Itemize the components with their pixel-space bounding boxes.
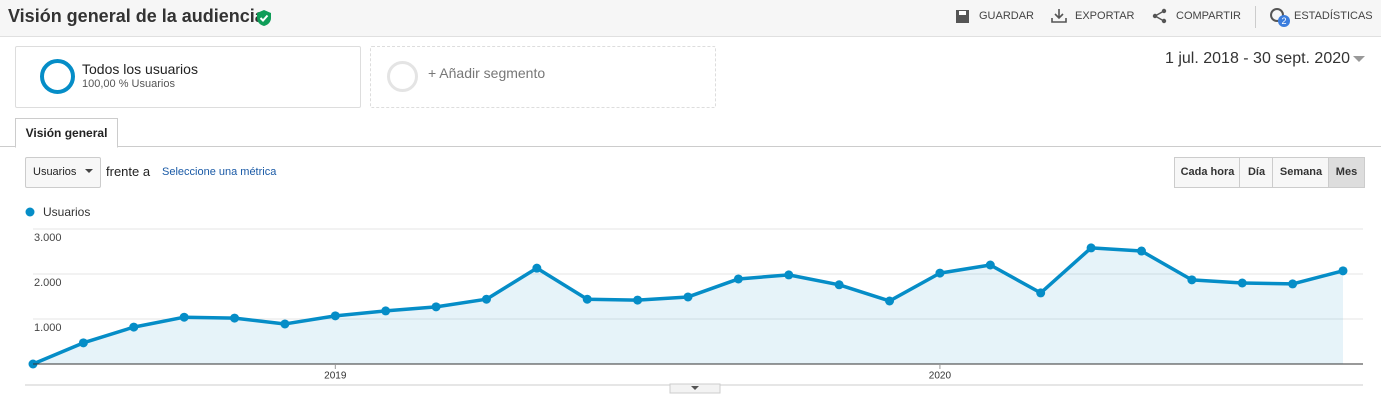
- point: [1288, 279, 1298, 289]
- badge: 2: [1281, 16, 1286, 26]
- y-tick-label: 2.000: [34, 277, 62, 289]
- point: [1036, 288, 1046, 298]
- point: [481, 294, 491, 304]
- point: [885, 296, 895, 306]
- point: [330, 311, 340, 321]
- granularity-button[interactable]: Día: [1239, 157, 1274, 188]
- save-icon[interactable]: [955, 9, 971, 25]
- point: [633, 295, 643, 305]
- point: [582, 294, 592, 304]
- metric-label: Usuarios: [33, 166, 77, 178]
- point: [230, 313, 240, 323]
- point: [129, 322, 139, 332]
- segment-ring: [40, 59, 75, 94]
- point: [784, 270, 794, 280]
- export-icon[interactable]: [1051, 8, 1067, 24]
- compare-text: frente a: [106, 164, 151, 179]
- granularity-button[interactable]: Semana: [1272, 157, 1330, 188]
- point: [1187, 275, 1197, 285]
- point: [532, 263, 542, 273]
- point: [1136, 246, 1146, 256]
- point: [935, 268, 945, 278]
- metric-dropdown[interactable]: [25, 157, 101, 188]
- segment-detail: 100,00 % Usuarios: [82, 78, 175, 90]
- add-segment-card[interactable]: [370, 46, 716, 108]
- point: [431, 302, 441, 312]
- point: [1237, 278, 1247, 288]
- x-tick-label: 2020: [929, 371, 952, 382]
- date-range[interactable]: 1 jul. 2018 - 30 sept. 2020: [1165, 50, 1351, 67]
- insights-icon[interactable]: 2: [1268, 6, 1292, 28]
- header-bar: [0, 0, 1381, 37]
- divider: [1255, 6, 1256, 28]
- chart: 1.000 2.000 3.000 Usuarios 2019 2020: [25, 205, 1363, 394]
- point: [733, 274, 743, 284]
- share-icon[interactable]: [1152, 8, 1168, 24]
- granularity-button[interactable]: Mes: [1328, 157, 1365, 188]
- share-button[interactable]: COMPARTIR: [1176, 10, 1241, 22]
- segment-card[interactable]: [15, 46, 361, 108]
- y-tick-label: 1.000: [34, 322, 62, 334]
- save-button[interactable]: GUARDAR: [979, 10, 1035, 22]
- legend-label: Usuarios: [43, 205, 90, 219]
- point: [834, 280, 844, 290]
- add-segment[interactable]: + Añadir segmento: [428, 65, 546, 81]
- area: [33, 247, 1343, 364]
- segment-name: Todos los usuarios: [82, 61, 198, 77]
- export-button[interactable]: EXPORTAR: [1075, 10, 1135, 22]
- y-tick-label: 3.000: [34, 232, 62, 244]
- expand-caret: [691, 386, 699, 390]
- page-title: Visión general de la audiencia: [8, 6, 265, 26]
- insights-button[interactable]: ESTADÍSTICAS: [1294, 10, 1373, 22]
- point: [280, 319, 290, 329]
- dropdown-caret: [85, 169, 93, 173]
- point: [1338, 266, 1348, 276]
- segment-ring-empty: [387, 61, 418, 92]
- granularity-button[interactable]: Cada hora: [1174, 157, 1241, 188]
- date-caret[interactable]: [1353, 55, 1365, 63]
- point: [683, 292, 693, 302]
- point: [985, 260, 995, 270]
- point: [1086, 243, 1096, 253]
- point: [78, 338, 88, 348]
- select-metric[interactable]: Seleccione una métrica: [162, 166, 277, 178]
- point: [179, 312, 189, 322]
- verified-icon: [257, 10, 271, 26]
- tab[interactable]: Visión general: [15, 118, 118, 148]
- point: [381, 306, 391, 316]
- tab-rule: [0, 146, 1381, 147]
- x-tick-label: 2019: [324, 371, 347, 382]
- legend-marker: [25, 207, 35, 217]
